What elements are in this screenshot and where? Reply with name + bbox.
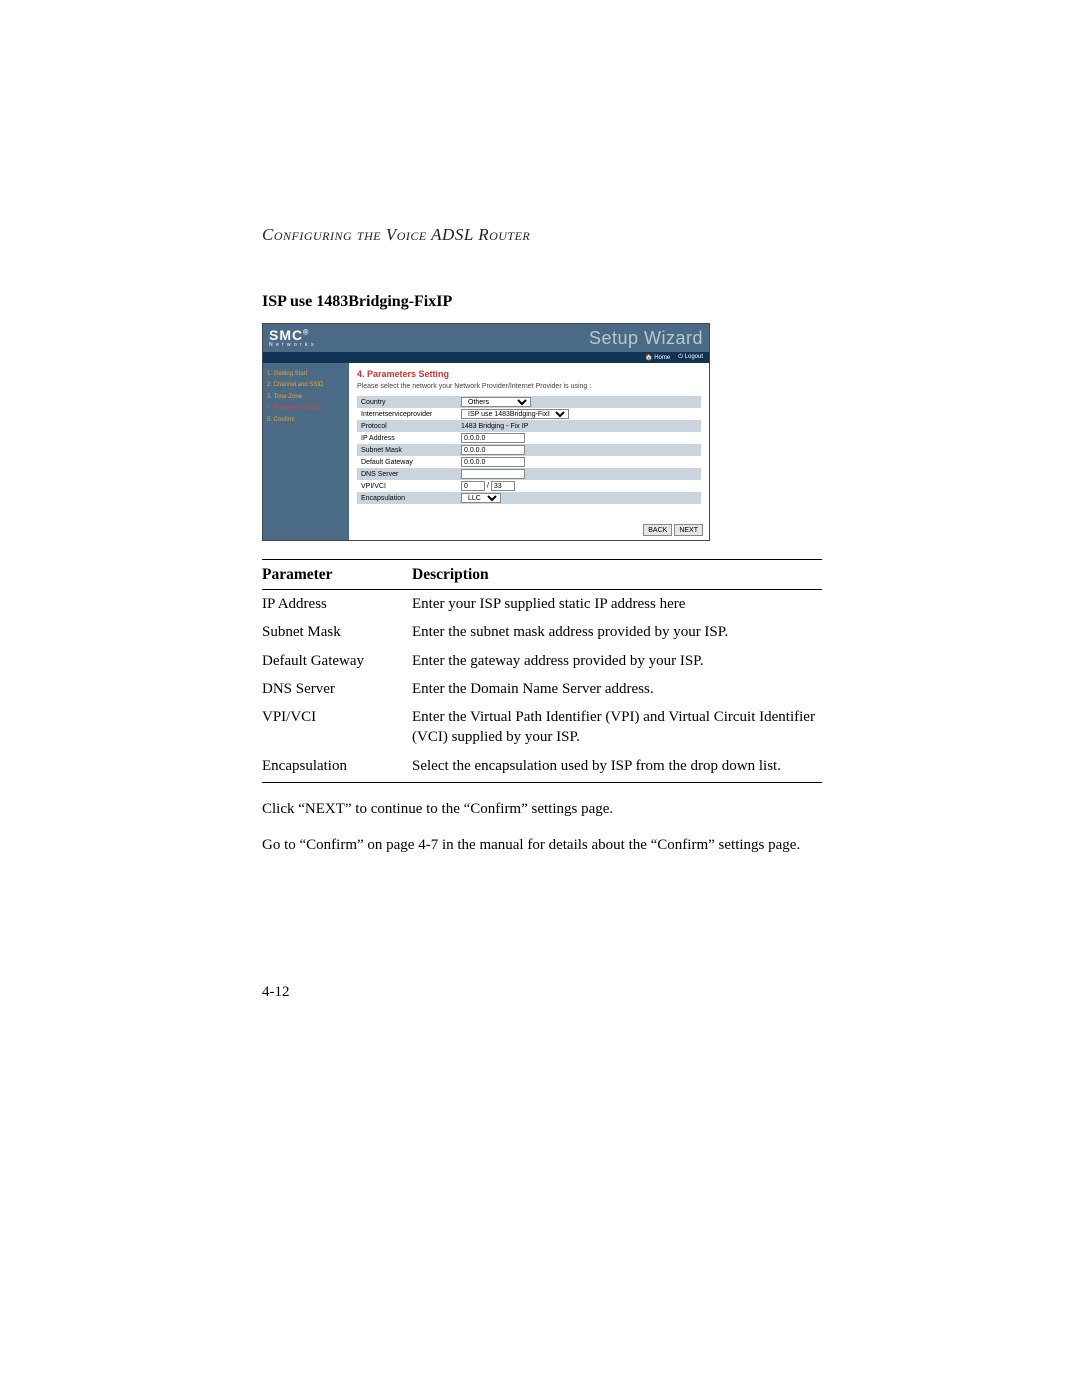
- sidebar: 1. Getting Start2. Channel and SSID3. Ti…: [263, 363, 349, 540]
- logo: SMC® N e t w o r k s: [269, 328, 315, 348]
- form-row: InternetserviceproviderISP use 1483Bridg…: [357, 408, 701, 420]
- vpi-input[interactable]: [461, 481, 485, 491]
- parameter-table: Parameter Description IP AddressEnter yo…: [262, 559, 822, 783]
- sidebar-item[interactable]: 3. Time Zone: [267, 392, 345, 403]
- table-row: Subnet MaskEnter the subnet mask address…: [262, 618, 822, 646]
- param-desc: Enter the gateway address provided by yo…: [412, 647, 822, 675]
- banner: SMC® N e t w o r k s Setup Wizard: [263, 324, 709, 352]
- form: CountryOthersInternetserviceproviderISP …: [357, 396, 701, 504]
- table-row: Default GatewayEnter the gateway address…: [262, 647, 822, 675]
- table-row: EncapsulationSelect the encapsulation us…: [262, 752, 822, 783]
- form-label: Internetserviceprovider: [357, 411, 461, 418]
- param-name: VPI/VCI: [262, 703, 412, 752]
- body-paragraph: Go to “Confirm” on page 4-7 in the manua…: [262, 835, 822, 857]
- col-parameter: Parameter: [262, 560, 412, 590]
- logout-link[interactable]: ⏻ Logout: [678, 354, 703, 361]
- form-row: Default Gateway: [357, 456, 701, 468]
- form-input[interactable]: [461, 433, 525, 443]
- param-desc: Select the encapsulation used by ISP fro…: [412, 752, 822, 783]
- form-row: IP Address: [357, 432, 701, 444]
- param-desc: Enter the Domain Name Server address.: [412, 675, 822, 703]
- form-select[interactable]: ISP use 1483Bridging-FixIP: [461, 409, 569, 419]
- next-button[interactable]: NEXT: [674, 524, 703, 536]
- form-input[interactable]: [461, 457, 525, 467]
- sidebar-item[interactable]: 5. Confirm: [267, 415, 345, 426]
- sidebar-item[interactable]: 2. Channel and SSID: [267, 380, 345, 391]
- section-title: ISP use 1483Bridging-FixIP: [262, 293, 822, 311]
- body-paragraph: Click “NEXT” to continue to the “Confirm…: [262, 799, 822, 821]
- form-row: CountryOthers: [357, 396, 701, 408]
- param-name: Subnet Mask: [262, 618, 412, 646]
- param-name: IP Address: [262, 590, 412, 619]
- form-row: Subnet Mask: [357, 444, 701, 456]
- form-row: EncapsulationLLC: [357, 492, 701, 504]
- page-number: 4-12: [262, 984, 290, 1001]
- form-label: Default Gateway: [357, 459, 461, 466]
- param-desc: Enter the Virtual Path Identifier (VPI) …: [412, 703, 822, 752]
- table-row: DNS ServerEnter the Domain Name Server a…: [262, 675, 822, 703]
- param-name: Default Gateway: [262, 647, 412, 675]
- form-label: Subnet Mask: [357, 447, 461, 454]
- toolbar: 🏠 Home ⏻ Logout: [263, 352, 709, 363]
- param-desc: Enter your ISP supplied static IP addres…: [412, 590, 822, 619]
- form-input[interactable]: [461, 445, 525, 455]
- param-name: DNS Server: [262, 675, 412, 703]
- table-row: VPI/VCIEnter the Virtual Path Identifier…: [262, 703, 822, 752]
- param-desc: Enter the subnet mask address provided b…: [412, 618, 822, 646]
- sidebar-item[interactable]: 1. Getting Start: [267, 369, 345, 380]
- form-row: VPI/VCI /: [357, 480, 701, 492]
- form-select[interactable]: Others: [461, 397, 531, 407]
- form-select[interactable]: LLC: [461, 493, 501, 503]
- form-input[interactable]: [461, 469, 525, 479]
- form-row: Protocol1483 Bridging - Fix IP: [357, 420, 701, 432]
- form-label: IP Address: [357, 435, 461, 442]
- col-description: Description: [412, 560, 822, 590]
- router-screenshot: SMC® N e t w o r k s Setup Wizard 🏠 Home…: [262, 323, 710, 541]
- form-label: DNS Server: [357, 471, 461, 478]
- form-label: Encapsulation: [357, 495, 461, 502]
- form-label: Protocol: [357, 423, 461, 430]
- panel-heading: 4. Parameters Setting: [357, 369, 701, 379]
- form-label: Country: [357, 399, 461, 406]
- form-label: VPI/VCI: [357, 483, 461, 490]
- setup-title: Setup Wizard: [589, 328, 703, 349]
- form-readonly: 1483 Bridging - Fix IP: [461, 423, 528, 430]
- chapter-header: Configuring the Voice ADSL Router: [262, 225, 822, 245]
- panel-note: Please select the network your Network P…: [357, 383, 701, 390]
- back-button[interactable]: BACK: [643, 524, 672, 536]
- param-name: Encapsulation: [262, 752, 412, 783]
- vci-input[interactable]: [491, 481, 515, 491]
- sidebar-item[interactable]: 4. Parameter Setting: [267, 403, 345, 414]
- form-row: DNS Server: [357, 468, 701, 480]
- table-row: IP AddressEnter your ISP supplied static…: [262, 590, 822, 619]
- home-link[interactable]: 🏠 Home: [645, 354, 670, 361]
